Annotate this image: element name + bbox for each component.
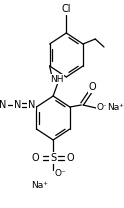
Text: NH: NH [50,74,63,83]
Text: Na⁺: Na⁺ [107,103,124,111]
Text: N: N [28,100,35,110]
Text: O: O [32,153,39,163]
Text: Cl: Cl [62,4,71,14]
Text: O: O [67,153,75,163]
Text: O: O [89,82,96,92]
Text: N: N [0,100,7,110]
Text: O⁻: O⁻ [96,104,108,113]
Text: N: N [14,100,21,110]
Text: Na⁺: Na⁺ [31,182,48,191]
Text: S: S [50,153,56,163]
Text: O⁻: O⁻ [54,170,66,178]
